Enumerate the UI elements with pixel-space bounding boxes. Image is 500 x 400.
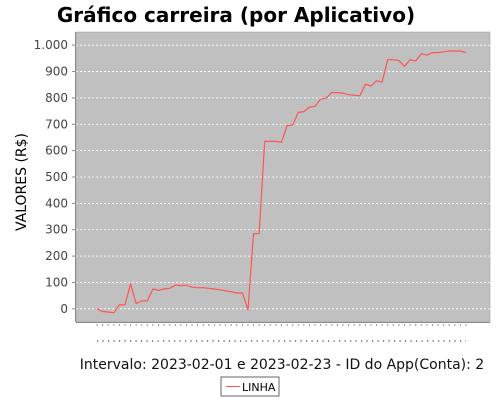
x-axis-label: Intervalo: 2023-02-01 e 2023-02-23 - ID …	[80, 357, 484, 373]
legend-label: LINHA	[242, 381, 276, 394]
y-tick-label: 800	[45, 91, 68, 105]
legend: LINHA	[220, 376, 280, 397]
y-tick-label: 700	[45, 117, 68, 131]
y-tick-label: 100	[45, 275, 68, 289]
y-tick-label: 400	[45, 196, 68, 210]
y-tick-label: 200	[45, 249, 68, 263]
y-tick-label: 600	[45, 144, 68, 158]
chart-title: Gráfico carreira (por Aplicativo)	[57, 3, 415, 27]
legend-box	[220, 376, 280, 397]
y-tick-label: 1.000	[34, 38, 68, 52]
y-axis-label: VALORES (R$)	[14, 133, 30, 231]
series-line-linha	[96, 50, 467, 314]
y-tick-label: 0	[60, 302, 68, 316]
y-tick-label: 300	[45, 223, 68, 237]
y-tick-label: 500	[45, 170, 68, 184]
plot-background	[76, 32, 490, 322]
y-tick-label: 900	[45, 65, 68, 79]
plot-area: 0 100 200 300 400 500 600 700 800 900 1.000	[34, 31, 491, 342]
plot-border	[75, 31, 491, 323]
